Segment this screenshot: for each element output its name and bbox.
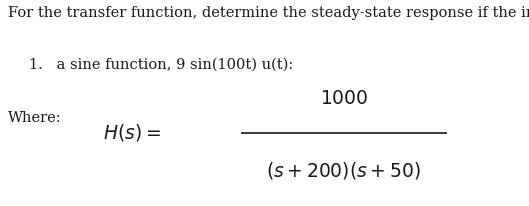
Text: $(s + 200)(s + 50)$: $(s + 200)(s + 50)$ [267, 160, 421, 181]
Text: $1000$: $1000$ [320, 89, 368, 108]
Text: For the transfer function, determine the steady-state response if the input is:: For the transfer function, determine the… [8, 6, 529, 20]
Text: Where:: Where: [8, 111, 61, 125]
Text: $\mathit{H}(s) =$: $\mathit{H}(s) =$ [104, 122, 161, 143]
Text: 1.   a sine function, 9 sin(100t) u(t):: 1. a sine function, 9 sin(100t) u(t): [29, 58, 294, 72]
